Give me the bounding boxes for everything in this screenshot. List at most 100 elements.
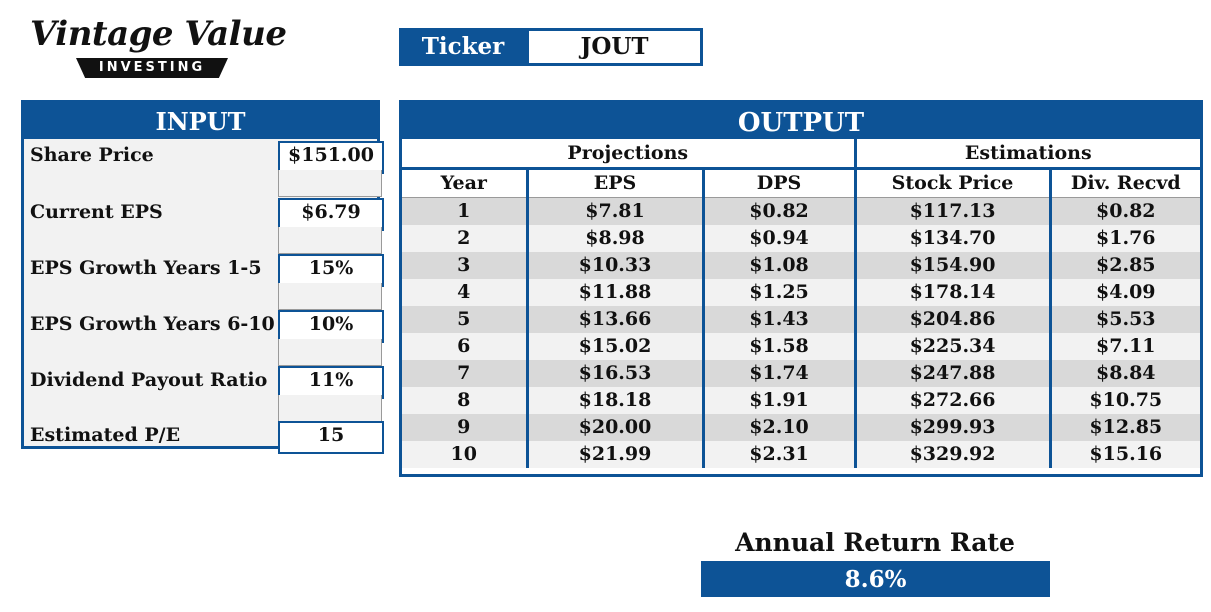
cell-dps: $0.82 — [701, 197, 856, 225]
cell-dps: $1.91 — [701, 387, 856, 414]
input-spacer — [278, 227, 382, 254]
cell-eps: $7.81 — [525, 197, 703, 225]
cell-eps: $21.99 — [525, 441, 703, 468]
cell-div-recvd: $4.09 — [1048, 279, 1201, 306]
cell-year: 2 — [402, 225, 527, 252]
table-row: 8 $18.18 $1.91 $272.66 $10.75 — [402, 387, 1201, 414]
input-spacer — [278, 283, 382, 310]
column-header-dps: DPS — [701, 168, 856, 198]
cell-eps: $13.66 — [525, 306, 703, 333]
share-price-input[interactable]: $151.00 — [278, 141, 384, 174]
cell-eps: $18.18 — [525, 387, 703, 414]
cell-year: 8 — [402, 387, 527, 414]
cell-eps: $8.98 — [525, 225, 703, 252]
table-row: 3 $10.33 $1.08 $154.90 $2.85 — [402, 252, 1201, 279]
cell-year: 3 — [402, 252, 527, 279]
input-panel: INPUT Share Price $151.00 Current EPS $6… — [21, 100, 384, 454]
table-row: 4 $11.88 $1.25 $178.14 $4.09 — [402, 279, 1201, 306]
input-spacer — [278, 339, 382, 366]
eps-growth-1-5-label: EPS Growth Years 1-5 — [30, 257, 262, 279]
cell-div-recvd: $10.75 — [1048, 387, 1201, 414]
estimated-pe-input[interactable]: 15 — [278, 421, 384, 454]
cell-div-recvd: $15.16 — [1048, 441, 1201, 468]
cell-div-recvd: $5.53 — [1048, 306, 1201, 333]
input-row-dividend-payout: Dividend Payout Ratio 11% — [24, 366, 384, 399]
cell-year: 5 — [402, 306, 527, 333]
current-eps-label: Current EPS — [30, 201, 163, 223]
cell-eps: $15.02 — [525, 333, 703, 360]
table-row: 7 $16.53 $1.74 $247.88 $8.84 — [402, 360, 1201, 387]
cell-stock-price: $225.34 — [853, 333, 1051, 360]
column-header-stock-price: Stock Price — [853, 168, 1051, 198]
cell-eps: $16.53 — [525, 360, 703, 387]
cell-stock-price: $299.93 — [853, 414, 1051, 441]
cell-dps: $0.94 — [701, 225, 856, 252]
table-row: 10 $21.99 $2.31 $329.92 $15.16 — [402, 441, 1201, 468]
cell-dps: $1.25 — [701, 279, 856, 306]
brand-logo-banner: INVESTING — [76, 58, 228, 78]
cell-stock-price: $272.66 — [853, 387, 1051, 414]
input-row-estimated-pe: Estimated P/E 15 — [24, 421, 384, 454]
cell-stock-price: $117.13 — [853, 197, 1051, 225]
cell-stock-price: $134.70 — [853, 225, 1051, 252]
cell-dps: $1.58 — [701, 333, 856, 360]
cell-div-recvd: $12.85 — [1048, 414, 1201, 441]
cell-year: 10 — [402, 441, 527, 468]
cell-eps: $20.00 — [525, 414, 703, 441]
projections-group-header: Projections — [402, 139, 856, 170]
output-panel: OUTPUT Projections Estimations Year EPS … — [399, 100, 1203, 477]
input-spacer — [278, 170, 382, 197]
cell-div-recvd: $8.84 — [1048, 360, 1201, 387]
brand-logo-script: Vintage Value — [30, 14, 287, 54]
cell-year: 9 — [402, 414, 527, 441]
cell-dps: $2.10 — [701, 414, 856, 441]
cell-div-recvd: $0.82 — [1048, 197, 1201, 225]
dividend-payout-label: Dividend Payout Ratio — [30, 369, 268, 391]
cell-stock-price: $329.92 — [853, 441, 1051, 468]
dividend-payout-input[interactable]: 11% — [278, 366, 384, 399]
eps-growth-1-5-input[interactable]: 15% — [278, 254, 384, 287]
output-table: Projections Estimations Year EPS DPS Sto… — [402, 139, 1201, 468]
group-header-row: Projections Estimations — [402, 139, 1201, 170]
cell-year: 6 — [402, 333, 527, 360]
cell-dps: $1.08 — [701, 252, 856, 279]
ticker-input[interactable]: JOUT — [526, 28, 703, 66]
cell-div-recvd: $1.76 — [1048, 225, 1201, 252]
column-header-row: Year EPS DPS Stock Price Div. Recvd — [402, 168, 1201, 198]
table-row: 1 $7.81 $0.82 $117.13 $0.82 — [402, 197, 1201, 225]
cell-div-recvd: $2.85 — [1048, 252, 1201, 279]
input-row-share-price: Share Price $151.00 — [24, 141, 384, 174]
cell-stock-price: $178.14 — [853, 279, 1051, 306]
annual-return-value: 8.6% — [701, 561, 1050, 597]
cell-stock-price: $247.88 — [853, 360, 1051, 387]
input-row-eps-growth-1-5: EPS Growth Years 1-5 15% — [24, 254, 384, 287]
input-row-current-eps: Current EPS $6.79 — [24, 198, 384, 231]
input-panel-title: INPUT — [24, 103, 377, 139]
share-price-label: Share Price — [30, 144, 154, 166]
cell-year: 1 — [402, 197, 527, 225]
cell-stock-price: $204.86 — [853, 306, 1051, 333]
table-row: 2 $8.98 $0.94 $134.70 $1.76 — [402, 225, 1201, 252]
table-row: 5 $13.66 $1.43 $204.86 $5.53 — [402, 306, 1201, 333]
cell-eps: $11.88 — [525, 279, 703, 306]
cell-year: 4 — [402, 279, 527, 306]
column-header-eps: EPS — [525, 168, 703, 198]
cell-eps: $10.33 — [525, 252, 703, 279]
output-panel-title: OUTPUT — [402, 103, 1200, 139]
estimations-group-header: Estimations — [853, 139, 1201, 170]
column-header-div-recvd: Div. Recvd — [1048, 168, 1201, 198]
cell-year: 7 — [402, 360, 527, 387]
ticker-label: Ticker — [399, 28, 527, 66]
cell-stock-price: $154.90 — [853, 252, 1051, 279]
input-row-eps-growth-6-10: EPS Growth Years 6-10 10% — [24, 310, 384, 343]
column-header-year: Year — [402, 168, 527, 198]
annual-return-label: Annual Return Rate — [735, 528, 1015, 557]
eps-growth-6-10-label: EPS Growth Years 6-10 — [30, 313, 275, 335]
input-spacer — [278, 395, 382, 422]
table-row: 9 $20.00 $2.10 $299.93 $12.85 — [402, 414, 1201, 441]
estimated-pe-label: Estimated P/E — [30, 424, 181, 446]
cell-dps: $1.43 — [701, 306, 856, 333]
cell-dps: $2.31 — [701, 441, 856, 468]
cell-div-recvd: $7.11 — [1048, 333, 1201, 360]
cell-dps: $1.74 — [701, 360, 856, 387]
